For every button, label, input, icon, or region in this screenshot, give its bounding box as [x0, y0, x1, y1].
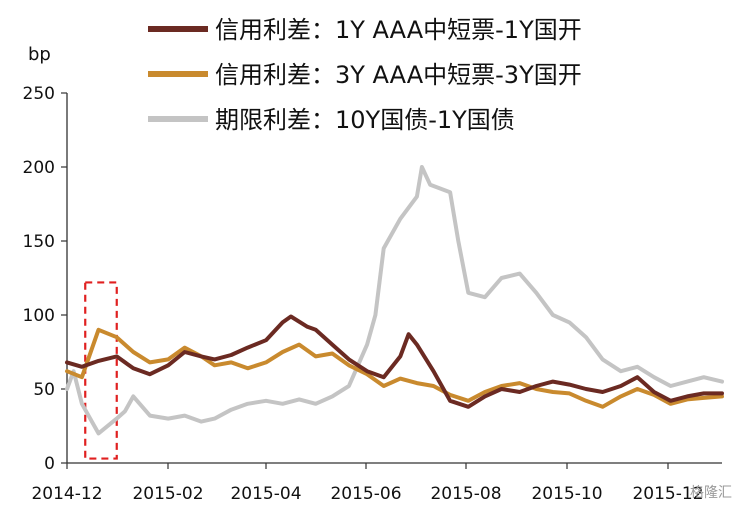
x-tick-label: 2015-02 [132, 484, 203, 504]
legend: 信用利差：1Y AAA中短票-1Y国开 信用利差：3Y AAA中短票-3Y国开 … [148, 16, 582, 134]
legend-label-series-1: 信用利差：1Y AAA中短票-1Y国开 [215, 16, 582, 44]
y-axis-unit-label: bp [28, 44, 51, 65]
y-tick-label: 200 [23, 158, 55, 178]
x-tick-label: 2015-08 [430, 484, 501, 504]
y-tick-label: 50 [33, 380, 55, 400]
series-lines [65, 165, 724, 436]
legend-label-series-2: 信用利差：3Y AAA中短票-3Y国开 [215, 61, 582, 89]
y-tick-label: 0 [44, 454, 55, 474]
legend-label-series-3: 期限利差：10Y国债-1Y国债 [215, 106, 515, 134]
watermark-text: 格隆汇 [690, 485, 732, 501]
axes: 0 50 100 150 200 250 2014-12 2015-02 2015-04 2015… [23, 84, 722, 504]
x-tick-label: 2015-04 [230, 484, 301, 504]
series-line-2 [65, 327, 724, 409]
x-tick-label: 2014-12 [31, 484, 102, 504]
x-tick-label: 2015-12 [632, 484, 703, 504]
x-tick-label: 2015-10 [531, 484, 602, 504]
y-tick-label: 100 [23, 306, 55, 326]
series-line-1 [65, 314, 724, 409]
y-tick-label: 250 [23, 84, 55, 104]
y-tick-label: 150 [23, 232, 55, 252]
series-line-3 [65, 165, 724, 436]
x-tick-label: 2015-06 [330, 484, 401, 504]
